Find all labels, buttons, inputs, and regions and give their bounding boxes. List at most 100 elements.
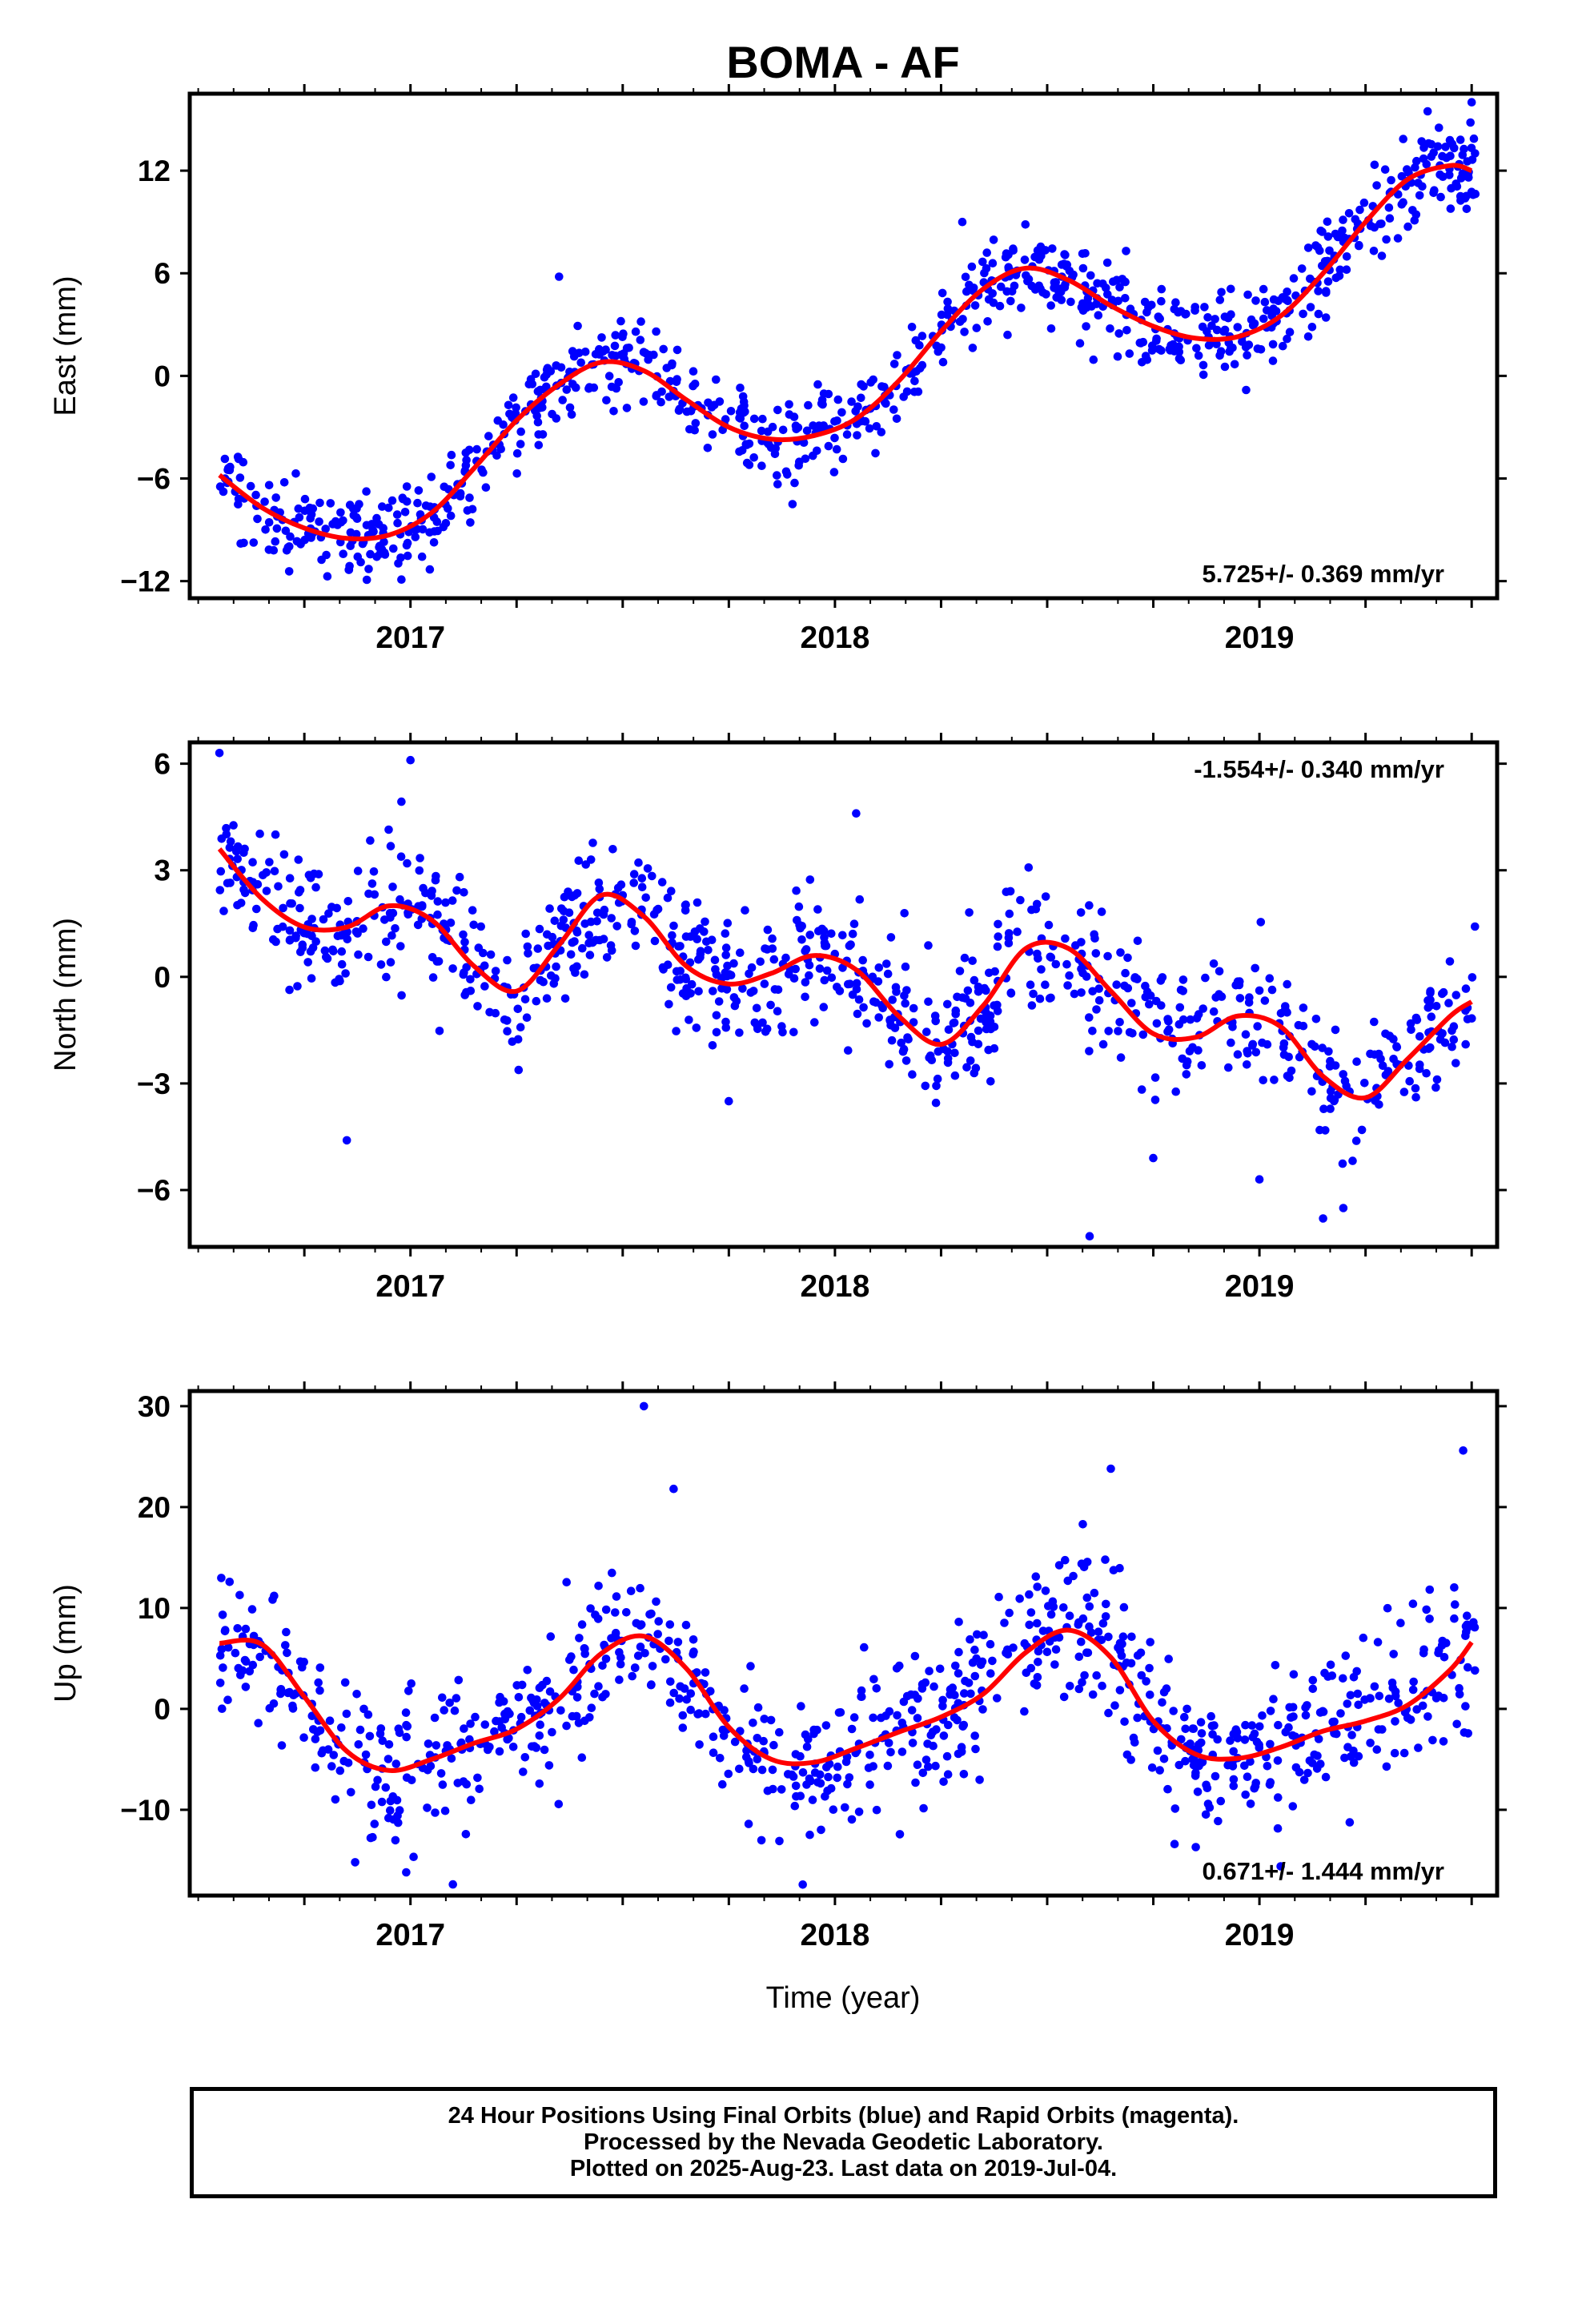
data-point bbox=[792, 886, 801, 895]
data-point bbox=[277, 1741, 287, 1750]
data-point bbox=[1419, 1649, 1428, 1658]
data-point bbox=[993, 1007, 1002, 1015]
data-point bbox=[285, 874, 295, 883]
data-point bbox=[1085, 1013, 1094, 1022]
data-point bbox=[524, 949, 532, 958]
data-point bbox=[1212, 340, 1221, 349]
data-point bbox=[1059, 1692, 1069, 1702]
data-point bbox=[1255, 1722, 1264, 1731]
data-point bbox=[1289, 1712, 1298, 1721]
data-point bbox=[726, 407, 736, 416]
data-point bbox=[1381, 1029, 1390, 1039]
data-point bbox=[242, 1657, 251, 1666]
data-point bbox=[337, 1723, 346, 1732]
data-point bbox=[1325, 1062, 1335, 1071]
y-tick-label: 6 bbox=[154, 257, 171, 290]
data-point bbox=[1023, 276, 1032, 286]
data-point bbox=[921, 1755, 931, 1764]
data-point bbox=[939, 1777, 948, 1787]
y-tick-label: −3 bbox=[137, 1068, 171, 1100]
data-point bbox=[468, 505, 477, 514]
data-point bbox=[262, 868, 271, 877]
data-point bbox=[1061, 934, 1070, 943]
data-point bbox=[462, 456, 471, 464]
data-point bbox=[414, 486, 424, 495]
data-point bbox=[753, 1703, 763, 1712]
data-point bbox=[628, 1671, 636, 1681]
data-point bbox=[1263, 1762, 1272, 1771]
data-point bbox=[216, 866, 226, 876]
data-point bbox=[1391, 1717, 1399, 1726]
data-point bbox=[665, 999, 673, 1009]
data-point bbox=[1046, 952, 1055, 962]
data-point bbox=[797, 935, 806, 944]
data-point bbox=[599, 910, 608, 919]
data-point bbox=[791, 964, 800, 974]
data-point bbox=[1439, 1737, 1448, 1746]
data-point bbox=[872, 1684, 881, 1693]
data-point bbox=[1338, 226, 1347, 235]
data-point bbox=[249, 538, 259, 547]
data-point bbox=[1307, 1039, 1316, 1049]
data-point bbox=[225, 1578, 235, 1586]
data-point bbox=[331, 517, 340, 526]
data-point bbox=[964, 1679, 974, 1687]
data-point bbox=[223, 1642, 233, 1652]
data-point bbox=[1251, 296, 1260, 305]
data-point bbox=[533, 417, 543, 427]
data-point bbox=[747, 963, 757, 972]
data-point bbox=[1163, 1015, 1172, 1023]
data-point bbox=[954, 1618, 963, 1626]
data-point bbox=[602, 396, 611, 405]
data-point bbox=[1248, 1039, 1258, 1049]
data-point bbox=[1227, 1038, 1235, 1047]
data-point bbox=[1122, 247, 1130, 255]
data-point bbox=[1339, 1070, 1347, 1079]
data-point bbox=[741, 440, 751, 448]
data-point bbox=[434, 957, 444, 966]
data-point bbox=[466, 518, 475, 527]
data-point bbox=[1307, 1087, 1316, 1096]
data-point bbox=[436, 1769, 446, 1778]
data-point bbox=[1381, 1071, 1391, 1080]
data-point bbox=[285, 926, 295, 935]
data-point bbox=[1471, 1666, 1480, 1675]
data-point bbox=[852, 979, 861, 988]
data-point bbox=[649, 910, 659, 919]
data-point bbox=[801, 1730, 810, 1739]
data-point bbox=[495, 1747, 504, 1756]
data-point bbox=[577, 1753, 587, 1762]
data-point bbox=[1250, 1783, 1259, 1793]
plot-frame bbox=[187, 91, 1500, 601]
data-point bbox=[406, 755, 415, 765]
data-point bbox=[885, 1059, 893, 1069]
data-point bbox=[557, 904, 566, 913]
data-point bbox=[1199, 370, 1208, 380]
data-point bbox=[1449, 1035, 1459, 1044]
data-point bbox=[1318, 1043, 1327, 1052]
data-point bbox=[972, 1654, 981, 1663]
data-point bbox=[854, 1807, 864, 1816]
data-point bbox=[801, 454, 810, 464]
data-point bbox=[1243, 1772, 1252, 1781]
data-point bbox=[1085, 1602, 1094, 1611]
data-point bbox=[742, 458, 752, 468]
data-point bbox=[864, 1763, 873, 1772]
data-point bbox=[1355, 241, 1363, 251]
data-point bbox=[630, 927, 640, 935]
data-point bbox=[1116, 1053, 1126, 1062]
data-point bbox=[538, 430, 548, 439]
data-point bbox=[1153, 1746, 1162, 1755]
data-point bbox=[922, 1027, 931, 1036]
data-point bbox=[1193, 1787, 1203, 1796]
data-point bbox=[1101, 1555, 1110, 1564]
data-point bbox=[1260, 996, 1270, 1005]
data-point bbox=[1138, 1030, 1148, 1039]
data-point bbox=[857, 1692, 866, 1701]
data-point bbox=[1299, 1775, 1309, 1784]
y-tick-label: 0 bbox=[154, 961, 171, 994]
data-point bbox=[1037, 251, 1046, 260]
data-point bbox=[587, 1703, 596, 1712]
data-point bbox=[287, 899, 297, 908]
data-point bbox=[669, 921, 678, 931]
